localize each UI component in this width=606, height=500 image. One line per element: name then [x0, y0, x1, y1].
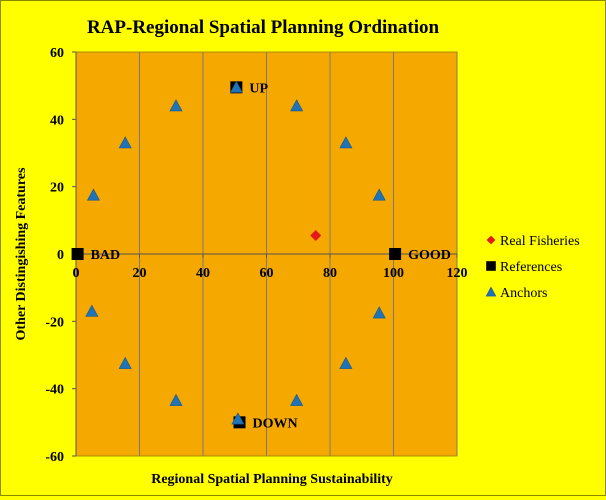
real-fisheries-point — [310, 229, 322, 241]
reference-label-bad: BAD — [91, 248, 121, 263]
anchors-point — [169, 99, 183, 112]
anchors-point — [372, 188, 386, 201]
anchors-point — [290, 393, 304, 406]
legend-marker-references — [486, 261, 496, 271]
y-tick-label--40: -40 — [45, 383, 64, 398]
anchors-point — [169, 393, 183, 406]
chart-title: RAP-Regional Spatial Planning Ordination — [87, 17, 440, 38]
y-tick-label-0: 0 — [57, 248, 64, 263]
anchors-point — [231, 412, 245, 425]
anchors-point — [339, 136, 353, 149]
y-tick-label--60: -60 — [45, 450, 64, 465]
x-tick-label-60: 60 — [260, 266, 274, 281]
x-tick-label-120: 120 — [447, 266, 468, 281]
references-point — [71, 248, 84, 260]
x-tick-label-80: 80 — [323, 266, 337, 281]
reference-label-down: DOWN — [253, 416, 298, 431]
legend-marker-real-fisheries — [486, 235, 496, 245]
legend-marker-anchors — [485, 286, 497, 297]
legend-label-anchors: Anchors — [500, 286, 547, 301]
y-tick-label--20: -20 — [45, 315, 64, 330]
anchors-point — [118, 136, 132, 149]
anchors-point — [339, 356, 353, 369]
anchors-point — [86, 188, 100, 201]
anchors-point — [118, 356, 132, 369]
x-tick-label-100: 100 — [383, 266, 404, 281]
y-tick-label-20: 20 — [50, 181, 64, 196]
point-labels: BAD GOOD UP DOWN — [91, 81, 451, 431]
anchors-point — [85, 304, 99, 317]
y-axis-title: Other Distingishing Features — [14, 167, 29, 340]
tick-labels: -60 -40 -20 0 20 40 60 0 20 40 60 80 100 120 — [45, 46, 467, 465]
x-tick-label-0: 0 — [73, 266, 80, 281]
references-point — [389, 248, 402, 260]
x-tick-label-20: 20 — [133, 266, 147, 281]
x-axis-title: Regional Spatial Planning Sustainability — [151, 472, 393, 487]
legend-label-real-fisheries: Real Fisheries — [500, 234, 580, 249]
x-tick-label-40: 40 — [196, 266, 210, 281]
anchors-point — [290, 99, 304, 112]
anchors-point — [372, 306, 386, 319]
anchors-point — [229, 80, 243, 93]
y-tick-label-40: 40 — [50, 113, 64, 128]
data-points — [71, 80, 402, 429]
y-tick-label-60: 60 — [50, 46, 64, 61]
reference-label-good: GOOD — [408, 248, 451, 263]
legend: Real Fisheries References Anchors — [485, 234, 580, 301]
reference-label-up: UP — [249, 81, 268, 96]
legend-label-references: References — [500, 260, 562, 275]
